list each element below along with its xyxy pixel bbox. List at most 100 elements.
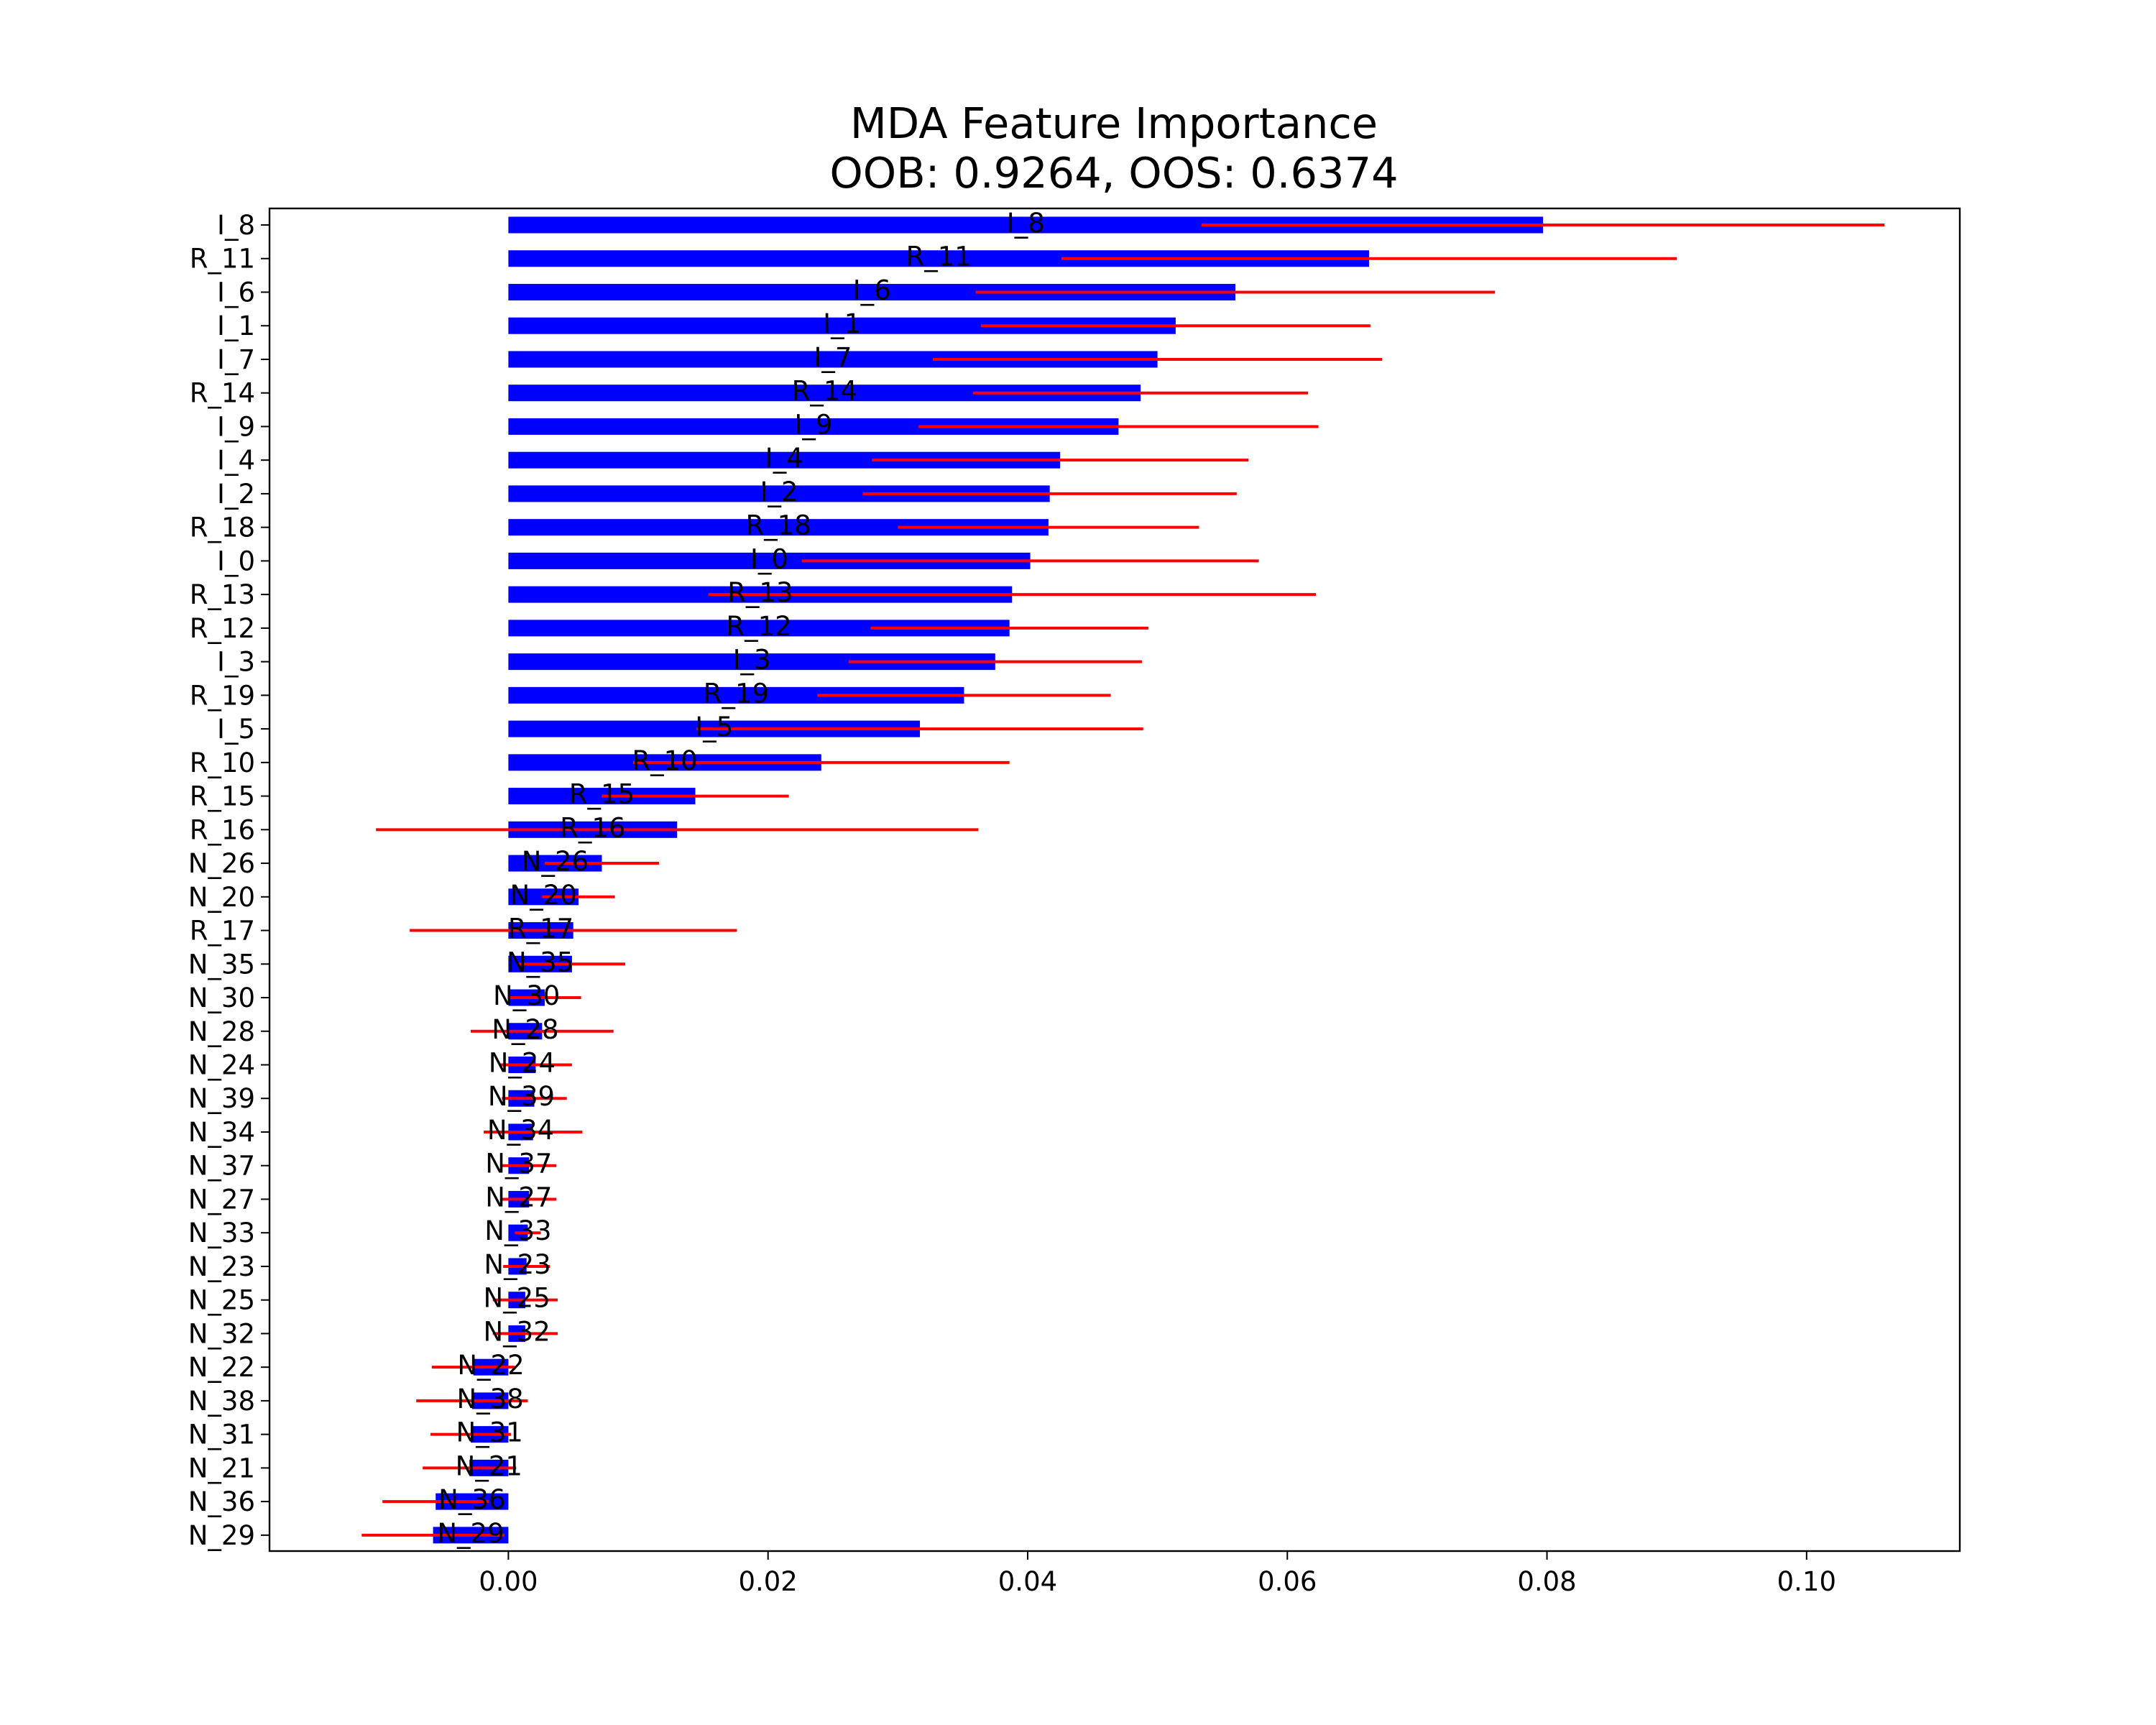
x-tick-label: 0.10 — [1777, 1566, 1836, 1597]
bar-label-N_30: N_30 — [493, 980, 560, 1011]
bar-I_9 — [508, 418, 1119, 435]
bar-label-N_26: N_26 — [522, 846, 589, 877]
bar-label-I_6: I_6 — [853, 275, 891, 305]
y-tick-label-N_21: N_21 — [188, 1453, 255, 1484]
x-tick-label: 0.00 — [479, 1566, 538, 1597]
bar-label-N_25: N_25 — [483, 1283, 550, 1314]
bar-I_6 — [508, 283, 1235, 300]
bar-label-N_34: N_34 — [487, 1115, 554, 1146]
bar-label-R_17: R_17 — [508, 914, 573, 944]
bar-R_12 — [508, 620, 1010, 637]
bar-labels-layer: I_8 R_11 I_6I_1I_7R_14I_9I_4I_2R_18I_0R_13… — [437, 208, 1044, 1549]
y-tick-label-R_19: R_19 — [190, 680, 255, 711]
x-axis: 0.00 0.02 0.04 0.06 0.08 0.10 — [479, 1551, 1836, 1597]
bar-label-N_36: N_36 — [438, 1484, 505, 1515]
y-tick-label-N_34: N_34 — [188, 1117, 255, 1148]
y-tick-label-I_5: I_5 — [217, 714, 255, 745]
y-tick-label-N_36: N_36 — [188, 1486, 255, 1517]
y-tick-label-N_31: N_31 — [188, 1420, 255, 1450]
bar-R_11 — [508, 250, 1370, 267]
bar-label-I_7: I_7 — [814, 342, 852, 373]
x-tick-label: 0.02 — [738, 1566, 797, 1597]
y-tick-label-N_30: N_30 — [188, 983, 255, 1013]
y-tick-label-I_2: I_2 — [217, 479, 255, 510]
bar-label-R_19: R_19 — [704, 678, 769, 709]
y-tick-label-N_35: N_35 — [188, 949, 255, 980]
y-tick-label-N_23: N_23 — [188, 1251, 255, 1282]
y-tick-label-I_9: I_9 — [217, 411, 255, 442]
bar-R_14 — [508, 385, 1141, 402]
bar-label-I_5: I_5 — [695, 712, 733, 742]
bar-label-N_31: N_31 — [456, 1417, 523, 1448]
y-tick-label-N_24: N_24 — [188, 1050, 255, 1081]
y-tick-label-R_17: R_17 — [190, 916, 255, 947]
y-tick-label-N_39: N_39 — [188, 1083, 255, 1114]
bar-I_8 — [508, 216, 1544, 234]
x-tick-label: 0.04 — [998, 1566, 1057, 1597]
bar-label-R_16: R_16 — [560, 812, 625, 843]
bar-I_1 — [508, 317, 1176, 334]
y-tick-label-N_20: N_20 — [188, 882, 255, 913]
bar-label-N_22: N_22 — [457, 1350, 524, 1381]
y-tick-label-N_27: N_27 — [188, 1184, 255, 1215]
bar-label-I_3: I_3 — [733, 645, 771, 676]
bar-label-N_39: N_39 — [488, 1081, 555, 1112]
bar-I_0 — [508, 552, 1031, 569]
x-tick-label: 0.08 — [1517, 1566, 1576, 1597]
y-tick-label-R_15: R_15 — [190, 781, 255, 812]
y-tick-label-N_22: N_22 — [188, 1352, 255, 1383]
bar-label-N_23: N_23 — [484, 1249, 550, 1280]
bar-label-N_38: N_38 — [456, 1384, 523, 1414]
bar-label-R_12: R_12 — [726, 611, 791, 642]
y-tick-label-I_7: I_7 — [217, 344, 255, 375]
y-tick-label-I_8: I_8 — [217, 210, 255, 241]
y-tick-label-R_12: R_12 — [190, 613, 255, 644]
bar-label-R_13: R_13 — [727, 577, 793, 608]
bar-label-N_35: N_35 — [507, 947, 573, 978]
y-tick-label-R_13: R_13 — [190, 579, 255, 610]
bar-I_3 — [508, 653, 995, 671]
bar-label-R_14: R_14 — [792, 376, 857, 407]
bar-label-I_1: I_1 — [823, 308, 861, 339]
bar-label-R_18: R_18 — [745, 510, 811, 541]
y-tick-label-R_18: R_18 — [190, 512, 255, 543]
y-tick-label-N_33: N_33 — [188, 1218, 255, 1248]
bar-label-N_37: N_37 — [485, 1149, 552, 1179]
bar-label-I_2: I_2 — [760, 477, 798, 507]
y-tick-label-N_37: N_37 — [188, 1151, 255, 1182]
bar-I_7 — [508, 351, 1158, 368]
bar-label-N_21: N_21 — [456, 1450, 522, 1481]
bar-label-N_24: N_24 — [489, 1048, 556, 1079]
chart-subtitle: OOB: 0.9264, OOS: 0.6374 — [829, 148, 1398, 198]
bar-label-N_28: N_28 — [492, 1014, 558, 1045]
bar-label-I_8: I_8 — [1007, 208, 1045, 239]
y-tick-label-I_1: I_1 — [217, 310, 255, 341]
y-tick-label-R_10: R_10 — [190, 748, 255, 778]
bar-label-N_29: N_29 — [437, 1518, 504, 1549]
bar-label-I_0: I_0 — [750, 543, 788, 574]
y-tick-label-R_16: R_16 — [190, 814, 255, 845]
bar-label-R_11: R_11 — [906, 242, 972, 272]
bar-label-N_27: N_27 — [485, 1182, 552, 1213]
bar-I_2 — [508, 485, 1050, 502]
y-tick-label-N_32: N_32 — [188, 1318, 255, 1349]
y-tick-label-I_3: I_3 — [217, 647, 255, 678]
chart-title: MDA Feature Importance — [850, 98, 1378, 148]
bar-R_19 — [508, 686, 964, 704]
bar-label-N_20: N_20 — [510, 880, 577, 911]
bar-label-R_10: R_10 — [632, 745, 697, 776]
y-tick-label-R_14: R_14 — [190, 378, 255, 409]
y-axis: I_8R_11I_6I_1I_7R_14I_9I_4I_2R_18I_0R_13… — [188, 210, 270, 1551]
x-tick-label: 0.06 — [1258, 1566, 1317, 1597]
y-tick-label-N_29: N_29 — [188, 1520, 255, 1551]
y-tick-label-N_25: N_25 — [188, 1285, 255, 1316]
y-tick-label-I_0: I_0 — [217, 546, 255, 576]
plot-frame — [268, 207, 1961, 1552]
bar-label-I_4: I_4 — [765, 443, 803, 474]
y-tick-label-I_4: I_4 — [217, 445, 255, 476]
y-tick-label-I_6: I_6 — [217, 277, 255, 308]
bar-label-N_33: N_33 — [484, 1215, 551, 1246]
error-bars-layer — [361, 224, 1885, 1537]
y-tick-label-N_28: N_28 — [188, 1016, 255, 1047]
